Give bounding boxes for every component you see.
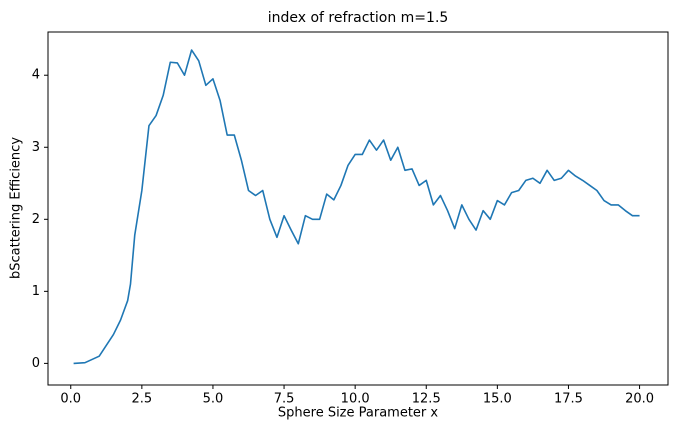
x-axis-label: Sphere Size Parameter x: [278, 406, 439, 421]
x-tick-label: 17.5: [554, 392, 583, 407]
y-tick-label: 4: [32, 68, 40, 83]
x-tick-label: 10.0: [341, 392, 370, 407]
x-tick-label: 0.0: [60, 392, 81, 407]
y-tick-label: 3: [32, 140, 40, 155]
x-tick-label: 7.5: [274, 392, 295, 407]
y-tick-label: 2: [32, 212, 40, 227]
data-line: [73, 49, 640, 365]
y-axis-label: bScattering Efficiency: [9, 137, 24, 279]
x-tick-label: 12.5: [412, 392, 441, 407]
x-tick-label: 2.5: [132, 392, 153, 407]
x-tick-label: 5.0: [203, 392, 224, 407]
axes-frame: [47, 31, 669, 386]
chart-title: index of refraction m=1.5: [268, 10, 449, 26]
x-tick-label: 15.0: [483, 392, 512, 407]
y-tick-label: 0: [32, 356, 40, 371]
y-tick-label: 1: [32, 284, 40, 299]
x-tick-label: 20.0: [625, 392, 654, 407]
